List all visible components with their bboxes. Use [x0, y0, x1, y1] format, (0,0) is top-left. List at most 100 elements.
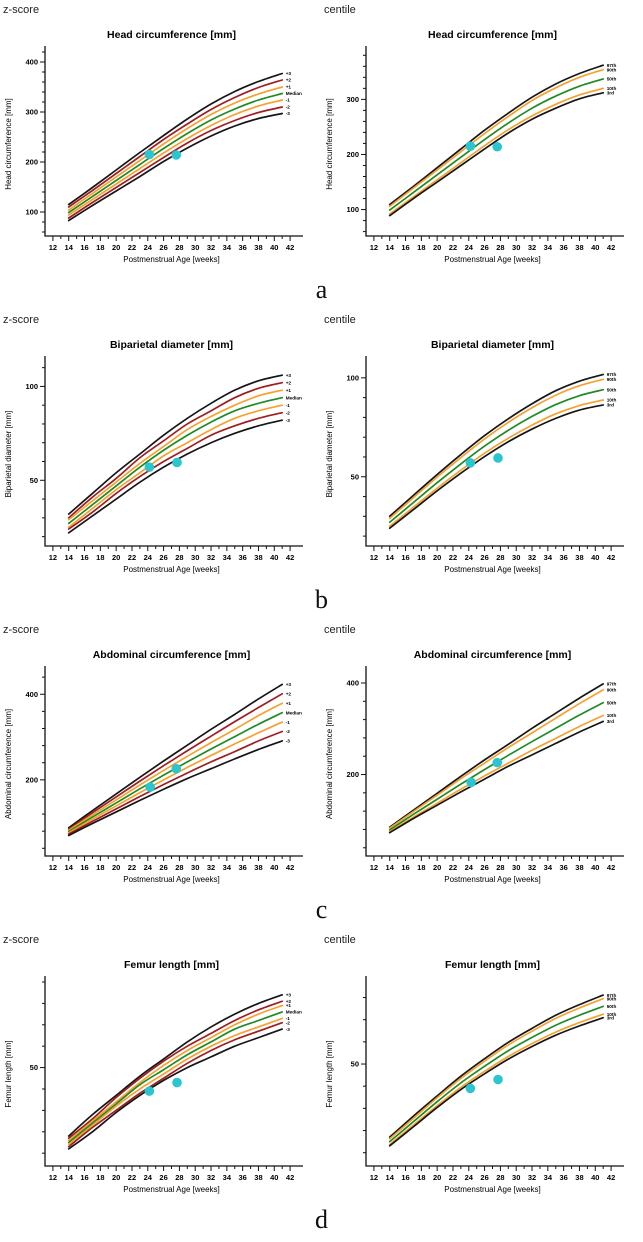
chart-femur-length-zscore: Femur length [mm] 12 14 16 18 20 22 24 26 28 30 32 3…	[0, 950, 321, 1206]
chart-canvas: Biparietal diameter [mm] 12 14 16 18 20 22 24 26…	[325, 339, 624, 574]
x-tick-label: 20	[433, 243, 441, 252]
x-tick-label: 20	[112, 243, 120, 252]
x-tick-label: 32	[207, 863, 215, 872]
x-tick-label: 18	[96, 243, 104, 252]
series-label-3rd: 3rd	[607, 719, 614, 724]
data-point	[144, 149, 155, 160]
series-97th	[388, 683, 605, 829]
series-label--1: -1	[286, 1016, 291, 1021]
y-tick-label: 100	[346, 373, 359, 382]
y-tick-label: 200	[346, 150, 359, 159]
row-label-b: b	[315, 585, 328, 614]
corner-label-centile: centile	[324, 624, 356, 636]
series-label--3: -3	[286, 418, 291, 423]
y-tick-label: 200	[25, 158, 38, 167]
x-tick-label: 26	[159, 863, 167, 872]
x-tick-label: 24	[144, 243, 153, 252]
x-tick-label: 38	[575, 553, 583, 562]
x-tick-label: 20	[112, 553, 120, 562]
data-point	[171, 763, 182, 774]
series--3	[67, 112, 284, 222]
series-label-10th: 10th	[607, 86, 617, 91]
x-axis-label: Postmenstrual Age [weeks]	[444, 565, 541, 574]
x-tick-label: 30	[191, 243, 199, 252]
chart-canvas: Biparietal diameter [mm] 12 14 16 18 20 22 24 26…	[4, 339, 303, 574]
charts-row: Biparietal diameter [mm] 12 14 16 18 20 22 24 26…	[0, 330, 643, 586]
series-90th	[388, 997, 605, 1140]
series-label-+3: +3	[286, 682, 292, 687]
x-tick-label: 34	[544, 1173, 553, 1182]
x-tick-label: 32	[207, 553, 215, 562]
x-tick-label: 30	[191, 553, 199, 562]
series-+3	[67, 993, 284, 1137]
x-tick-label: 32	[528, 553, 536, 562]
x-tick-label: 24	[465, 1173, 474, 1182]
chart-canvas: Femur length [mm] 12 14 16 18 20 22 24 26 28 30 32 3…	[325, 959, 624, 1194]
y-axis-label: Abdominal circumference [mm]	[325, 709, 334, 819]
x-tick-label: 12	[49, 863, 57, 872]
series-+1	[67, 86, 284, 211]
series-label-+3: +3	[286, 993, 292, 998]
corner-labels: z-score centile	[0, 624, 643, 640]
x-tick-label: 26	[480, 1173, 488, 1182]
x-tick-label: 34	[544, 553, 553, 562]
series-label-97th: 97th	[607, 63, 617, 68]
series-label-+3: +3	[286, 373, 292, 378]
chart-title: Biparietal diameter [mm]	[110, 339, 233, 351]
series-label-+2: +2	[286, 380, 292, 385]
series-10th	[388, 1013, 605, 1146]
data-point	[144, 462, 155, 472]
y-axis-label: Abdominal circumference [mm]	[4, 709, 13, 819]
series-+3	[67, 683, 284, 829]
x-tick-label: 38	[575, 863, 583, 872]
x-tick-label: 22	[128, 243, 136, 252]
x-tick-label: 22	[128, 553, 136, 562]
x-tick-label: 34	[223, 243, 232, 252]
y-tick-label: 400	[346, 679, 359, 688]
y-tick-label: 300	[25, 108, 38, 117]
series-+1	[67, 389, 284, 521]
x-tick-label: 38	[254, 863, 262, 872]
corner-label-zscore: z-score	[3, 934, 40, 946]
series-label--2: -2	[286, 410, 291, 415]
x-tick-label: 26	[480, 863, 488, 872]
series-label--1: -1	[286, 403, 291, 408]
x-tick-label: 36	[238, 243, 246, 252]
series-label-10th: 10th	[607, 1012, 617, 1017]
series-10th	[388, 87, 605, 215]
chart-abdominal-circumference-centile: Abdominal circumference [mm] 12 14 16 18 20 22…	[321, 640, 642, 896]
series-3rd	[388, 91, 605, 217]
x-tick-label: 24	[144, 1173, 153, 1182]
data-point	[493, 1074, 503, 1085]
x-tick-label: 14	[65, 243, 74, 252]
series-label--3: -3	[286, 1027, 291, 1032]
corner-label-centile: centile	[324, 934, 356, 946]
y-axis-label: Head circumference [mm]	[325, 98, 334, 190]
x-tick-label: 16	[401, 243, 409, 252]
series-+3	[67, 72, 284, 206]
series-10th	[388, 714, 605, 833]
x-tick-label: 18	[417, 1173, 425, 1182]
x-tick-label: 32	[528, 863, 536, 872]
x-tick-label: 36	[238, 1173, 246, 1182]
chart-canvas: Head circumference [mm] 12 14 16 18 20 22 24 26 2…	[4, 29, 303, 264]
axes	[44, 356, 303, 547]
y-tick-label: 100	[346, 205, 359, 214]
y-tick-label: 400	[25, 690, 38, 699]
x-tick-label: 22	[128, 863, 136, 872]
data-point	[145, 782, 155, 792]
x-tick-label: 32	[528, 1173, 536, 1182]
x-tick-label: 12	[49, 243, 57, 252]
series-label-3rd: 3rd	[607, 1015, 614, 1020]
series-3rd	[388, 720, 605, 834]
series-label--3: -3	[286, 739, 291, 744]
x-tick-label: 42	[607, 863, 615, 872]
x-tick-label: 34	[544, 863, 553, 872]
x-tick-label: 20	[112, 1173, 120, 1182]
series-+1	[67, 702, 284, 832]
axes	[365, 356, 624, 547]
series--2	[67, 730, 284, 836]
x-tick-label: 12	[49, 1173, 57, 1182]
series-label-+2: +2	[286, 78, 292, 83]
series-label-+2: +2	[286, 999, 292, 1004]
